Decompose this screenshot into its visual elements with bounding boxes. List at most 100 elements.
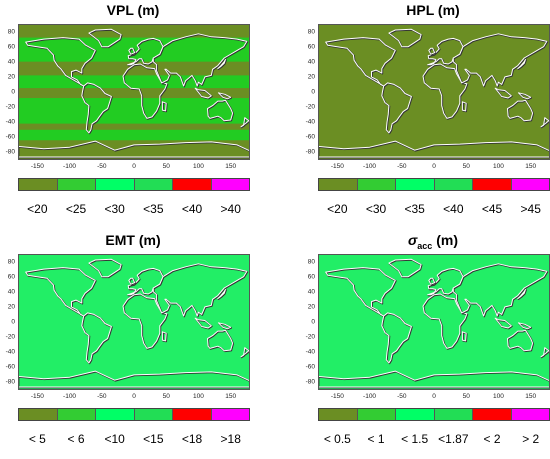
y-tick-label: -40 xyxy=(305,348,315,356)
y-tick-label: -20 xyxy=(305,333,315,341)
legend-labels: < 0.5 < 1 < 1.5 <1.87 < 2 > 2 xyxy=(318,432,550,446)
coastline xyxy=(517,59,526,70)
y-tick-label: 60 xyxy=(307,43,315,51)
legend-label: <35 xyxy=(404,202,425,216)
coastline-shadow xyxy=(318,140,550,159)
x-tick-label: 100 xyxy=(193,393,204,400)
coastline xyxy=(207,99,234,122)
legend-label: <40 xyxy=(181,202,203,216)
coastline xyxy=(318,140,550,158)
y-tick-label: 60 xyxy=(7,273,15,281)
legend-label: <1.87 xyxy=(438,432,469,446)
chart-title: VPL (m) xyxy=(106,2,160,18)
coastline xyxy=(461,101,467,112)
x-tick-label: 0 xyxy=(132,393,136,400)
y-tick-label: -40 xyxy=(5,348,15,356)
color-legend xyxy=(18,178,250,191)
coastline xyxy=(540,347,550,358)
panel-sigma-acc: σacc (m) < 0.5 < 1 < 1.5 <1.87 < 2 > 2 80 60 40… xyxy=(300,230,550,459)
x-tick-label: -150 xyxy=(30,163,44,170)
map-svg xyxy=(318,254,550,390)
y-tick-label: -40 xyxy=(5,118,15,126)
coastline-shadow xyxy=(18,370,250,389)
x-tick-label: 150 xyxy=(525,393,537,400)
y-tick-label: 0 xyxy=(311,88,315,96)
x-tick-label: -50 xyxy=(397,393,407,400)
coastline xyxy=(207,329,234,352)
map-plot xyxy=(18,24,250,160)
y-tick-label: -20 xyxy=(305,103,315,111)
coastline xyxy=(128,277,136,285)
coastline xyxy=(217,322,232,330)
y-tick-label: 80 xyxy=(307,28,315,36)
coastline xyxy=(127,37,164,66)
x-tick-label: 150 xyxy=(225,163,237,170)
y-tick-label: 20 xyxy=(307,73,315,81)
coastline xyxy=(161,331,167,342)
plot-frame xyxy=(18,254,250,390)
y-tick-label: 40 xyxy=(307,58,315,66)
title-sub: acc xyxy=(417,240,433,251)
color-legend xyxy=(318,178,550,191)
x-tick-label: -150 xyxy=(330,393,344,400)
legend-label: < 6 xyxy=(67,432,85,446)
x-tick-labels: -150 -100 -50 0 50 100 150 xyxy=(318,393,550,402)
legend-swatch xyxy=(473,179,512,190)
coastline xyxy=(452,263,548,317)
chart-title: σacc (m) xyxy=(318,232,548,251)
legend-label: > 2 xyxy=(522,432,540,446)
y-tick-label: -80 xyxy=(305,148,315,156)
legend-labels: <20 <25 <30 <35 <40 >40 xyxy=(18,202,250,216)
y-tick-label: -20 xyxy=(5,333,15,341)
coastline xyxy=(428,277,436,285)
legend-swatch xyxy=(511,179,549,190)
legend-label: <20 xyxy=(27,202,48,216)
y-tick-label: -60 xyxy=(305,363,315,371)
map-svg xyxy=(18,24,250,160)
y-tick-labels: 80 60 40 20 0 -20 -40 -60 -80 xyxy=(0,254,15,390)
x-tick-label: -50 xyxy=(397,163,407,170)
map-plot xyxy=(18,254,250,390)
coastline xyxy=(18,140,250,158)
heatmap-band xyxy=(18,254,250,390)
legend-label: >45 xyxy=(520,202,541,216)
coastline xyxy=(517,92,532,100)
legend-label: >18 xyxy=(220,432,241,446)
legend-label: <15 xyxy=(143,432,164,446)
y-tick-label: -80 xyxy=(5,378,15,386)
y-tick-label: 80 xyxy=(307,258,315,266)
legend-swatch xyxy=(511,409,549,420)
y-tick-label: 40 xyxy=(7,288,15,296)
color-legend xyxy=(18,408,250,421)
x-tick-label: 0 xyxy=(432,393,436,400)
y-tick-label: 0 xyxy=(11,88,15,96)
coastline xyxy=(517,289,526,300)
panel-hpl: HPL (m) <20 <30 <35 <40 <45 >45 80 60 40 20 0 -20 -… xyxy=(300,0,550,229)
coastline xyxy=(88,28,122,48)
x-tick-label: -100 xyxy=(63,393,77,400)
coastline xyxy=(540,117,550,128)
legend-swatch xyxy=(57,179,96,190)
coastline xyxy=(128,47,136,55)
coastline xyxy=(422,63,468,119)
coastline-shadow xyxy=(207,330,235,353)
heatmap-band xyxy=(318,254,550,390)
coastline xyxy=(318,370,550,388)
legend-label: >40 xyxy=(220,202,241,216)
y-tick-labels: 80 60 40 20 0 -20 -40 -60 -80 xyxy=(300,254,315,390)
coastline xyxy=(81,312,112,364)
coastline xyxy=(88,258,122,278)
coastline xyxy=(494,317,512,329)
y-tick-label: 40 xyxy=(307,288,315,296)
legend-label: <20 xyxy=(327,202,348,216)
coastline xyxy=(194,317,212,329)
heatmap-band xyxy=(18,129,250,141)
x-tick-label: 100 xyxy=(493,393,504,400)
legend-swatch xyxy=(134,179,173,190)
legend-label: < 1.5 xyxy=(401,432,429,446)
x-tick-label: -150 xyxy=(330,163,344,170)
legend-label: <10 xyxy=(104,432,125,446)
coastline-shadow xyxy=(318,370,550,389)
coastline xyxy=(461,331,467,342)
legend-label: < 5 xyxy=(28,432,46,446)
